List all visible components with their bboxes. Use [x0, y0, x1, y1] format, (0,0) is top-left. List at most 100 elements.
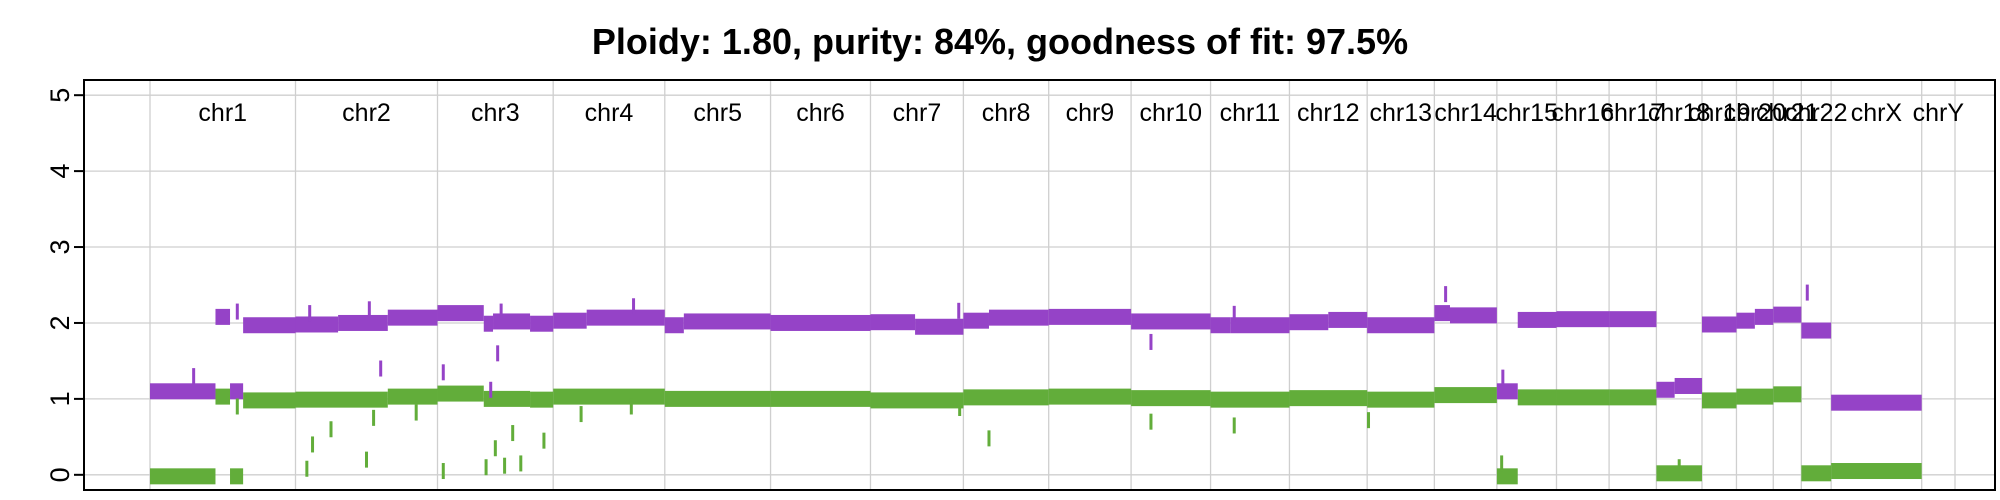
minor-segment-chr15	[1517, 389, 1557, 406]
minor-segment-chr17	[1609, 389, 1657, 406]
minor-segment-chr1	[230, 468, 244, 485]
minor-segment-chr3	[530, 391, 554, 408]
minor-segment-chr7	[870, 392, 964, 409]
chromosome-label-chr4: chr4	[585, 99, 634, 127]
minor-outlier-mark	[542, 432, 546, 449]
minor-outlier-mark	[1677, 459, 1681, 476]
minor-segment-chr1	[215, 388, 231, 405]
chromosome-label-chr5: chr5	[693, 99, 742, 127]
chromosome-label-chrX: chrX	[1851, 99, 1903, 127]
major-outlier-mark	[499, 303, 503, 320]
major-segment-chr3	[530, 315, 554, 332]
major-segment-chr7	[870, 314, 916, 331]
minor-segment-chrX	[1831, 463, 1922, 480]
major-segment-chr5	[683, 313, 771, 330]
minor-segment-chr4	[553, 388, 665, 405]
chromosome-label-chr15: chr15	[1495, 99, 1558, 127]
major-segment-chrX	[1831, 394, 1922, 411]
major-segment-chr20	[1736, 312, 1755, 329]
major-segment-chr6	[770, 314, 871, 331]
chromosome-label-chr3: chr3	[471, 99, 520, 127]
minor-segment-chr13	[1367, 391, 1435, 408]
chromosome-label-chr22: chr22	[1785, 99, 1848, 127]
major-segment-chr9	[1048, 308, 1132, 325]
major-segment-chr1	[150, 383, 216, 400]
major-segment-chr2	[338, 314, 388, 331]
major-segment-chr19	[1701, 316, 1737, 333]
outlier-layer	[192, 284, 1809, 480]
major-segment-chr7	[915, 318, 964, 335]
minor-outlier-mark	[503, 457, 507, 474]
major-segment-chr3	[493, 313, 531, 330]
chromosome-label-chr17: chr17	[1601, 99, 1664, 127]
major-segment-chr13	[1367, 317, 1435, 334]
major-outlier-mark	[1501, 369, 1505, 386]
chromosome-label-chr20: chr20	[1724, 99, 1787, 127]
minor-outlier-mark	[235, 398, 239, 415]
major-segment-chr15	[1517, 311, 1557, 328]
major-outlier-mark	[1232, 305, 1236, 322]
major-segment-chr12	[1289, 314, 1329, 331]
minor-segment-chr11	[1210, 391, 1290, 408]
major-segment-chr4	[553, 312, 587, 329]
minor-segment-chr21	[1773, 386, 1802, 403]
major-outlier-mark	[379, 360, 383, 377]
chromosome-label-chr21: chr21	[1756, 99, 1819, 127]
minor-outlier-mark	[1149, 413, 1153, 430]
minor-outlier-mark	[305, 460, 309, 477]
y-tick-label: 0	[45, 467, 75, 482]
major-segment-chr17	[1609, 311, 1657, 328]
chromosome-label-chr1: chr1	[198, 99, 247, 127]
major-segment-chr11	[1210, 317, 1231, 334]
minor-segment-chr5	[664, 390, 771, 407]
chromosome-label-chr7: chr7	[893, 99, 942, 127]
chromosome-label-chr12: chr12	[1297, 99, 1360, 127]
axis-layer: 0 1 2 3 4 5	[45, 79, 1996, 491]
segment-layer	[150, 305, 1922, 485]
chromosome-label-chr6: chr6	[796, 99, 845, 127]
major-segment-chr18	[1674, 377, 1702, 394]
chromosome-label-chr10: chr10	[1140, 99, 1203, 127]
major-segment-chr11	[1230, 317, 1290, 334]
major-segment-chr1	[215, 308, 231, 325]
minor-outlier-mark	[493, 440, 497, 457]
minor-segment-chr8	[963, 389, 1049, 406]
major-segment-chr18	[1656, 381, 1675, 398]
chromosome-labels: chr1 chr2 chr3 chr4 chr5 chr6 chr7 chr8 chr9 chr1…	[198, 99, 1964, 127]
chromosome-label-chr11: chr11	[1220, 99, 1281, 127]
major-outlier-mark	[957, 302, 961, 319]
minor-outlier-mark	[364, 451, 368, 468]
major-outlier-mark	[308, 305, 312, 322]
minor-segment-chr3	[483, 390, 531, 407]
minor-outlier-mark	[511, 425, 515, 442]
minor-segment-chr9	[1048, 388, 1132, 405]
y-tick-label: 5	[45, 88, 75, 103]
major-outlier-mark	[489, 381, 493, 398]
minor-outlier-mark	[1500, 455, 1504, 472]
major-segment-chr3	[483, 315, 494, 332]
minor-outlier-mark	[579, 406, 583, 423]
major-segment-chr3	[437, 305, 484, 322]
major-segment-chr2	[295, 316, 339, 333]
major-outlier-mark	[235, 303, 239, 320]
chromosome-label-chr14: chr14	[1434, 99, 1497, 127]
minor-segment-chr22	[1801, 465, 1832, 482]
y-tick-label: 4	[45, 164, 75, 179]
y-tick-label: 3	[45, 240, 75, 255]
minor-outlier-mark	[311, 436, 315, 453]
minor-outlier-mark	[1232, 417, 1236, 434]
minor-segment-chr19	[1701, 392, 1737, 409]
major-outlier-mark	[1444, 286, 1448, 303]
chromosome-label-chr13: chr13	[1369, 99, 1432, 127]
chromosome-label-chr19: chr19	[1688, 99, 1751, 127]
y-tick-label: 1	[45, 391, 75, 406]
minor-outlier-mark	[519, 455, 523, 472]
chromosome-label-chr2: chr2	[342, 99, 391, 127]
chart-title: Ploidy: 1.80, purity: 84%, goodness of f…	[592, 21, 1408, 62]
minor-outlier-mark	[987, 430, 991, 447]
major-segment-chr1	[230, 383, 244, 400]
minor-outlier-mark	[484, 459, 488, 476]
major-outlier-mark	[441, 364, 445, 381]
minor-segment-chr10	[1131, 390, 1211, 407]
minor-segment-chr14	[1434, 387, 1497, 404]
